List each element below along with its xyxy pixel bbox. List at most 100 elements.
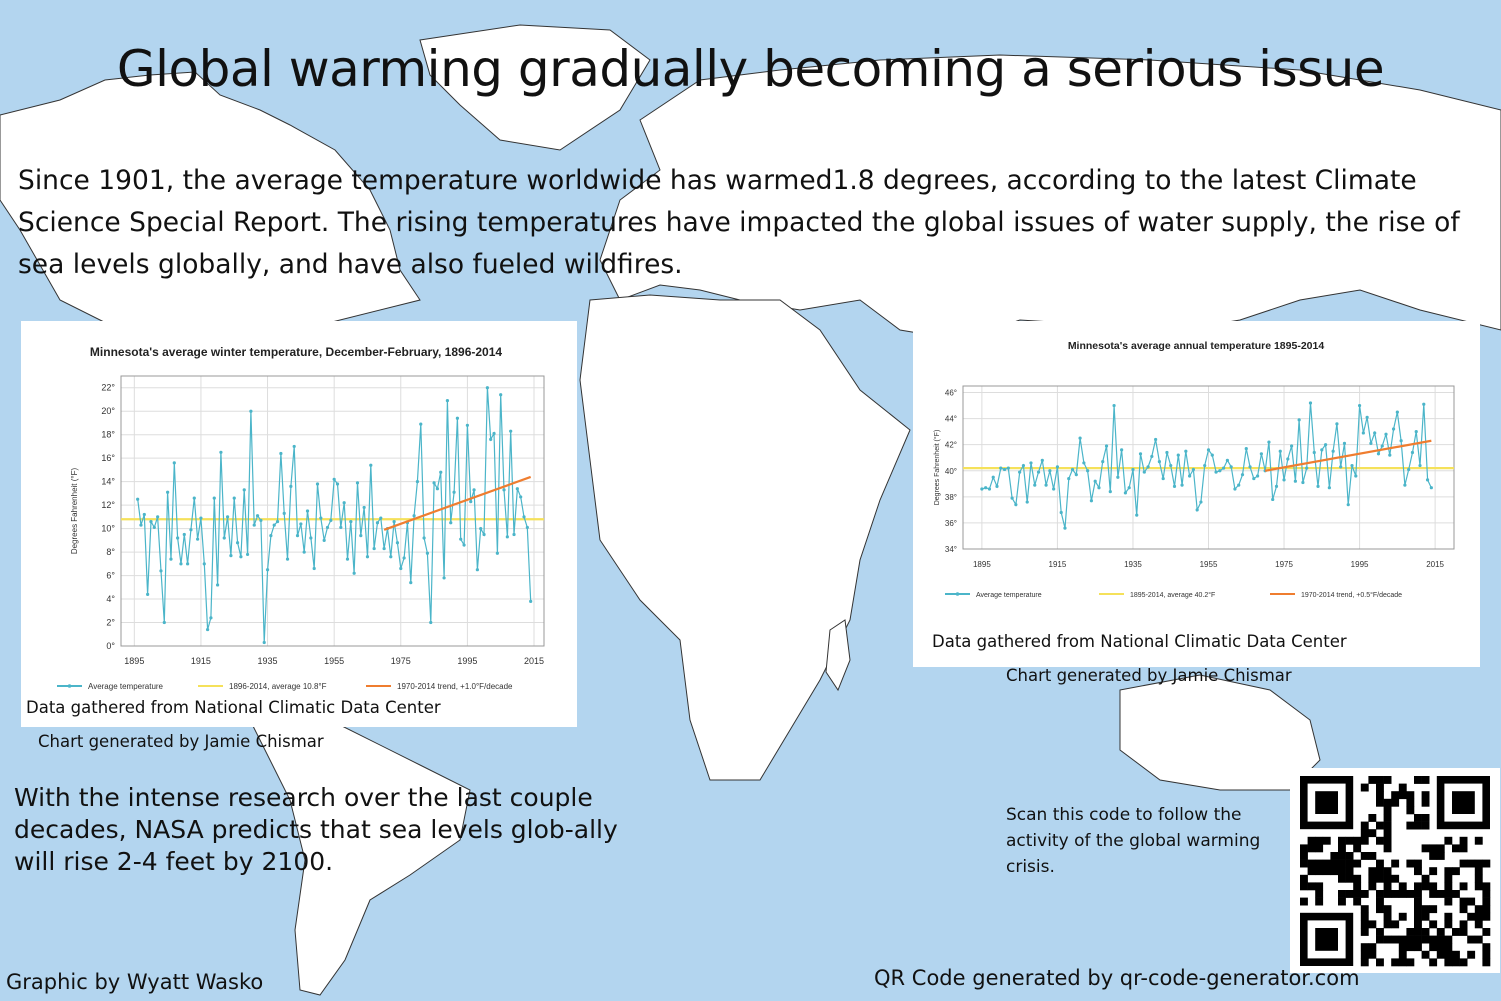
qr-module — [1307, 859, 1316, 868]
qr-module — [1330, 852, 1339, 860]
data-point — [1252, 476, 1256, 481]
qr-module — [1421, 950, 1430, 959]
qr-module — [1429, 867, 1438, 876]
qr-module — [1474, 905, 1483, 914]
qr-module — [1482, 859, 1491, 868]
data-point — [172, 461, 176, 465]
data-point — [282, 511, 286, 515]
data-point — [199, 516, 203, 520]
data-point — [1316, 484, 1320, 489]
data-point — [159, 569, 163, 573]
data-point — [312, 566, 316, 571]
y-tick-label: 4° — [106, 594, 115, 604]
data-point — [1203, 463, 1207, 468]
qr-module — [1368, 852, 1377, 860]
qr-module — [1444, 867, 1453, 876]
qr-module — [1300, 874, 1308, 883]
data-point — [987, 487, 992, 491]
qr-module — [1421, 912, 1430, 921]
qr-module — [1368, 882, 1377, 891]
data-point — [362, 505, 366, 510]
data-point — [1044, 483, 1048, 487]
qr-module — [1398, 882, 1407, 891]
data-point — [365, 555, 370, 559]
qr-module — [1398, 791, 1407, 800]
data-point — [452, 490, 456, 494]
legend-label: 1895-2014, average 40.2°F — [1130, 591, 1215, 599]
data-point — [1161, 476, 1165, 481]
qr-module — [1383, 905, 1392, 914]
qr-module — [1421, 798, 1430, 807]
legend-label: 1896-2014, average 10.8°F — [229, 682, 327, 691]
qr-module — [1429, 943, 1438, 952]
data-point — [1191, 467, 1195, 472]
qr-module — [1345, 859, 1354, 868]
qr-module — [1368, 950, 1377, 959]
qr-module — [1459, 928, 1468, 936]
data-point — [189, 528, 193, 532]
x-tick-label: 2015 — [524, 656, 544, 666]
data-point — [1169, 463, 1173, 468]
qr-module — [1452, 950, 1460, 959]
data-point — [522, 515, 526, 519]
data-point — [379, 516, 383, 520]
data-point — [1157, 460, 1161, 464]
data-point — [1108, 490, 1112, 494]
qr-module — [1353, 874, 1362, 883]
qr-module — [1360, 958, 1369, 967]
data-point — [345, 557, 350, 561]
data-point — [1425, 478, 1430, 482]
qr-module — [1398, 783, 1407, 792]
data-point — [265, 568, 270, 572]
data-point — [1210, 453, 1214, 457]
qr-module — [1482, 882, 1491, 891]
data-point — [1070, 467, 1075, 472]
qr-module — [1421, 776, 1430, 784]
qr-module — [1429, 920, 1438, 929]
trend-line — [1264, 439, 1432, 472]
qr-module — [1414, 882, 1422, 891]
qr-module — [1467, 859, 1476, 868]
qr-module — [1444, 943, 1453, 952]
data-point — [980, 487, 984, 491]
north-america-shape — [0, 71, 421, 346]
qr-module — [1406, 821, 1415, 830]
qr-module — [1353, 844, 1362, 853]
qr-module — [1376, 874, 1384, 883]
qr-module — [1482, 912, 1491, 921]
data-point — [136, 497, 140, 501]
data-point — [1059, 510, 1063, 515]
data-point — [292, 444, 296, 449]
data-point — [489, 437, 493, 441]
qr-module — [1414, 776, 1422, 784]
qr-module — [1406, 806, 1415, 815]
qr-module — [1459, 897, 1468, 906]
qr-finder-inner — [1452, 791, 1475, 814]
qr-module — [1467, 912, 1476, 921]
qr-module — [1421, 874, 1430, 883]
data-point — [1018, 470, 1022, 474]
data-point — [1395, 410, 1399, 414]
qr-module — [1338, 874, 1346, 883]
data-point — [1135, 513, 1139, 517]
qr-module — [1345, 890, 1354, 898]
y-tick-label: 6° — [106, 571, 115, 581]
qr-module — [1383, 912, 1392, 921]
qr-code[interactable] — [1290, 768, 1500, 973]
qr-module — [1459, 882, 1468, 891]
y-tick-label: 40° — [945, 467, 957, 476]
madagascar-shape — [825, 619, 851, 692]
data-point — [1002, 467, 1007, 472]
qr-module — [1391, 859, 1400, 868]
qr-module — [1300, 859, 1308, 868]
qr-module — [1467, 897, 1476, 906]
data-point — [1376, 452, 1381, 456]
data-point — [205, 627, 210, 632]
data-point — [315, 482, 320, 486]
data-point — [1286, 457, 1290, 461]
data-point — [1350, 463, 1354, 468]
qr-module — [1467, 950, 1476, 959]
data-point — [1380, 444, 1384, 448]
data-point — [1188, 474, 1192, 478]
qr-module — [1414, 821, 1422, 830]
